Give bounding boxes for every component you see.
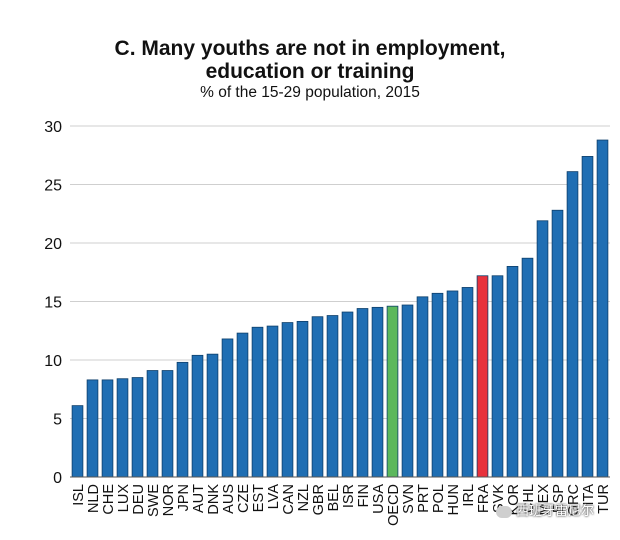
x-tick-label-prt: PRT: [416, 484, 432, 513]
bar-nld: [86, 379, 99, 478]
x-tick-label-aus: AUS: [221, 484, 237, 514]
bar-pol: [431, 292, 444, 478]
bar-gbr: [311, 316, 324, 478]
y-tick-label: 15: [44, 295, 62, 312]
bar-oecd: [386, 305, 399, 478]
x-tick-label-gbr: GBR: [311, 484, 327, 515]
x-tick-label-deu: DEU: [131, 484, 147, 515]
x-tick-label-dnk: DNK: [206, 484, 222, 515]
bar-isl: [71, 405, 84, 478]
bar-cze: [236, 332, 249, 478]
chart-title-line-1: C. Many youths are not in employment,: [114, 37, 506, 60]
x-tick-label-isr: ISR: [341, 484, 357, 508]
y-tick-label: 5: [53, 412, 62, 429]
x-tick-label-nld: NLD: [86, 484, 102, 513]
y-tick-label: 10: [44, 353, 62, 370]
x-tick-label-esp: ESP: [551, 484, 567, 513]
bar-bel: [326, 315, 339, 478]
bar-deu: [131, 377, 144, 478]
bar-dnk: [206, 353, 219, 478]
x-tick-label-chl: CHL: [521, 484, 537, 513]
y-tick-label: 0: [53, 470, 62, 487]
y-tick-label: 30: [44, 119, 62, 136]
bar-jpn: [176, 361, 189, 478]
x-tick-label-bel: BEL: [326, 484, 342, 511]
chart-title-line-2: education or training: [205, 60, 415, 83]
bar-tur: [596, 139, 609, 478]
bar-chl: [521, 257, 534, 478]
bar-nor: [161, 370, 174, 478]
y-tick-label: 20: [44, 236, 62, 253]
bar-hun: [446, 290, 459, 478]
x-tick-label-usa: USA: [371, 484, 387, 514]
bar-svn: [401, 304, 414, 478]
bar-ita: [581, 156, 594, 478]
bar-kor: [506, 265, 519, 478]
x-tick-label-can: CAN: [281, 484, 297, 515]
x-tick-label-pol: POL: [431, 484, 447, 513]
bar-isr: [341, 311, 354, 478]
x-tick-label-irl: IRL: [461, 484, 477, 507]
bar-nzl: [296, 320, 309, 478]
bar-grc: [566, 171, 579, 478]
bar-che: [101, 379, 114, 478]
bar-can: [281, 322, 294, 478]
x-tick-label-nzl: NZL: [296, 484, 312, 511]
x-tick-label-che: CHE: [101, 484, 117, 515]
bar-aut: [191, 354, 204, 478]
bar-mex: [536, 220, 549, 478]
bar-aus: [221, 338, 234, 478]
bar-fin: [356, 308, 369, 478]
x-tick-label-lux: LUX: [116, 484, 132, 513]
x-tick-label-hun: HUN: [446, 484, 462, 515]
wechat-icon: [495, 505, 512, 518]
x-tick-label-aut: AUT: [191, 484, 207, 513]
x-tick-label-nor: NOR: [161, 484, 177, 516]
x-tick-label-isl: ISL: [71, 484, 87, 506]
bar-est: [251, 326, 264, 478]
x-tick-label-fin: FIN: [356, 484, 372, 507]
bar-svk: [491, 275, 504, 478]
bar-esp: [551, 209, 564, 478]
bar-prt: [416, 296, 429, 478]
x-tick-label-lva: LVA: [266, 484, 282, 510]
watermark: 西班牙雷尼尔: [495, 500, 594, 519]
bar-irl: [461, 287, 474, 478]
watermark-text: 西班牙雷尼尔: [515, 503, 594, 518]
x-tick-label-tur: TUR: [596, 484, 612, 514]
x-tick-label-mex: MEX: [536, 484, 552, 516]
chart-subtitle: % of the 15-29 population, 2015: [200, 84, 420, 101]
x-tick-label-jpn: JPN: [176, 484, 192, 511]
bar-lva: [266, 325, 279, 478]
bar-usa: [371, 306, 384, 478]
x-tick-label-swe: SWE: [146, 484, 162, 517]
bar-swe: [146, 370, 159, 478]
x-tick-label-oecd: OECD: [386, 484, 402, 526]
x-tick-label-est: EST: [251, 484, 267, 512]
x-tick-label-cze: CZE: [236, 484, 252, 513]
x-tick-label-fra: FRA: [476, 484, 492, 513]
y-tick-label: 25: [44, 178, 62, 195]
x-tick-label-svn: SVN: [401, 484, 417, 514]
bar-fra: [476, 275, 489, 478]
x-tick-label-grc: GRC: [566, 484, 582, 516]
bar-lux: [116, 378, 129, 478]
x-tick-label-ita: ITA: [581, 484, 597, 506]
